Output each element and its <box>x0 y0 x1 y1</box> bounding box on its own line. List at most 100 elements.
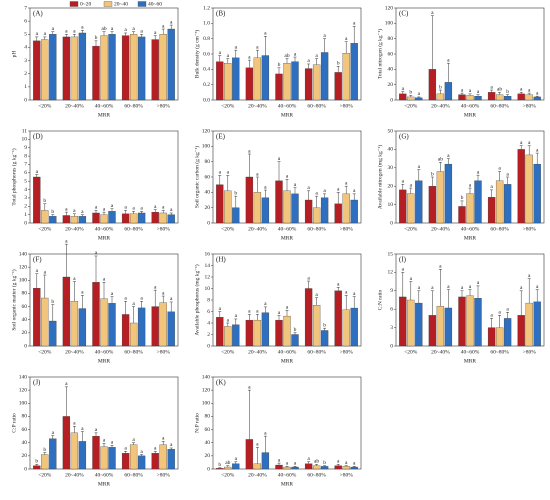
panel-title: (H) <box>216 256 226 264</box>
bar <box>151 211 159 224</box>
significance-letter: a <box>337 459 340 465</box>
bar <box>92 212 100 224</box>
x-tick-label: >80% <box>523 349 537 355</box>
significance-letter: a <box>490 313 493 319</box>
bar <box>62 276 71 347</box>
x-axis-label: MRR <box>98 358 111 364</box>
x-tick-label: 60~80% <box>490 103 509 109</box>
y-tick-label: 0 <box>24 220 27 226</box>
bar <box>474 298 482 347</box>
x-tick-label: 20~40% <box>431 226 450 232</box>
significance-letter: a <box>469 284 472 290</box>
y-tick-label: 20 <box>205 453 211 459</box>
bar <box>62 36 71 101</box>
x-tick-label: 20~40% <box>65 349 84 355</box>
significance-letter: a <box>248 148 251 154</box>
significance-letter: a <box>520 140 523 146</box>
y-tick-label: 100 <box>202 401 211 407</box>
y-tick-label: 4 <box>24 187 27 193</box>
bar <box>415 302 423 347</box>
bar <box>428 315 437 347</box>
x-tick-label: >80% <box>523 103 537 109</box>
significance-letter: a <box>490 184 493 190</box>
bar <box>216 468 224 470</box>
significance-letter: a <box>81 290 84 296</box>
bar <box>33 288 41 347</box>
significance-letter: a <box>294 182 297 188</box>
y-tick-label: 60 <box>22 427 28 433</box>
y-tick-label: 0 <box>24 97 27 103</box>
bar <box>320 466 329 470</box>
significance-letter: b <box>323 460 326 466</box>
bar <box>304 199 313 224</box>
bar <box>275 464 283 470</box>
bar <box>70 432 79 470</box>
bar <box>342 53 350 101</box>
significance-letter: a <box>520 285 523 291</box>
bar <box>428 69 437 101</box>
x-tick-label: 60~80% <box>490 226 509 232</box>
y-tick-label: 120 <box>19 387 28 393</box>
bar <box>291 61 299 101</box>
y-tick-label: 100 <box>385 21 394 27</box>
bar <box>291 466 299 470</box>
x-tick-label: 20~40% <box>248 103 267 109</box>
bar <box>312 207 321 224</box>
significance-letter: a <box>353 291 356 297</box>
y-tick-label: 80 <box>22 291 28 297</box>
x-tick-label: 60~80% <box>124 349 143 355</box>
legend-swatch <box>69 1 79 7</box>
bar <box>62 215 71 224</box>
y-tick-label: 80 <box>388 36 394 42</box>
y-tick-label: 0.4 <box>203 67 210 73</box>
bar <box>525 94 533 101</box>
y-tick-label: 20 <box>22 453 28 459</box>
significance-letter: a <box>337 282 340 288</box>
bar <box>137 307 146 347</box>
y-tick-label: 6 <box>24 170 27 176</box>
y-tick-label: 100 <box>202 144 211 150</box>
x-tick-label: 40~60% <box>95 226 114 232</box>
bar <box>487 197 496 224</box>
bar <box>159 302 167 347</box>
y-axis-label: Total phosphorus (g kg⁻¹) <box>10 148 17 205</box>
y-tick-label: 100 <box>19 401 28 407</box>
x-tick-label: 20~40% <box>248 349 267 355</box>
bar <box>108 303 116 347</box>
bar <box>275 73 283 101</box>
significance-letter: a <box>95 427 98 433</box>
significance-letter: a <box>294 461 297 467</box>
x-axis-label: MRR <box>281 112 294 118</box>
bar <box>320 197 329 224</box>
significance-letter: a <box>36 268 39 274</box>
significance-letter: a <box>536 90 539 96</box>
legend-swatch <box>137 1 147 7</box>
bar <box>129 213 138 224</box>
significance-letter: a <box>36 169 39 175</box>
y-tick-label: 3 <box>24 195 27 201</box>
significance-letter: a <box>528 140 531 146</box>
y-tick-label: 40 <box>22 317 28 323</box>
legend-label: 40~60 <box>148 1 162 7</box>
bar <box>137 212 146 224</box>
bar <box>436 305 445 347</box>
bar <box>399 93 407 101</box>
bar <box>503 184 512 224</box>
significance-letter: a <box>124 205 127 211</box>
bar <box>525 154 533 224</box>
bar <box>108 447 116 470</box>
y-tick-label: 140 <box>202 374 211 380</box>
y-tick-label: 8 <box>207 297 210 303</box>
significance-letter: ab <box>438 157 443 163</box>
significance-letter: a <box>506 307 509 313</box>
bar <box>70 216 79 224</box>
panel-title: (B) <box>216 10 226 18</box>
significance-letter: a <box>294 51 297 57</box>
y-tick-label: 1 <box>24 84 27 90</box>
bar <box>253 192 262 224</box>
significance-letter: a <box>140 449 143 455</box>
bar <box>312 64 321 101</box>
y-tick-label: 0 <box>24 466 27 472</box>
bar <box>245 67 254 101</box>
significance-letter: a <box>256 44 259 50</box>
